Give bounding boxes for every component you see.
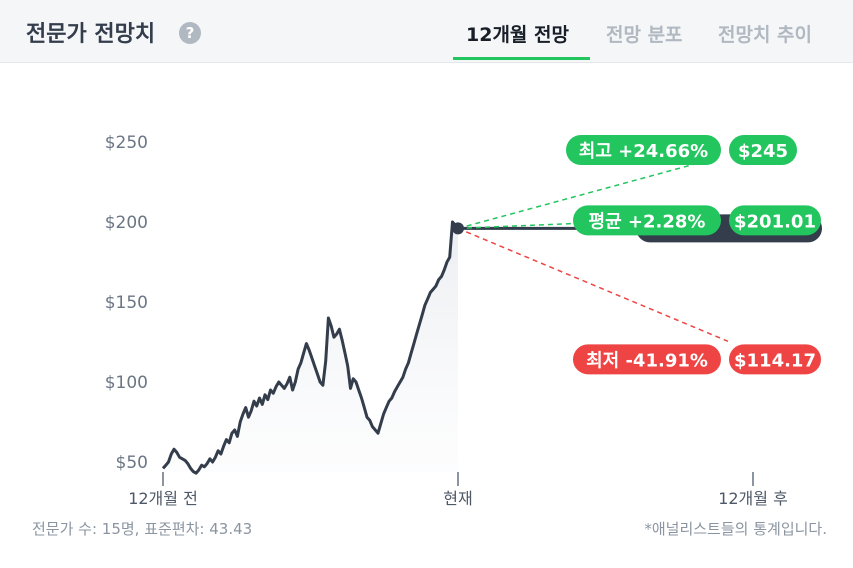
active-tab-indicator [453, 57, 590, 60]
high-target-label-pill [566, 135, 721, 165]
average-target-label-pill [573, 205, 721, 236]
low-target-label: 최저 -41.91% [586, 350, 708, 371]
tab-outlook-distribution[interactable]: 전망 분포 [606, 24, 683, 46]
high-target-label: 최고 +24.66% [579, 141, 708, 162]
history-line [161, 220, 460, 475]
average-target-value-pill [729, 205, 821, 236]
y-tick-label: $200 [105, 213, 148, 233]
current-price-dot [452, 222, 464, 235]
high-target-value-pill [729, 135, 797, 165]
history-area [163, 222, 458, 474]
y-tick-label: $50 [116, 453, 148, 473]
y-tick-label: $100 [105, 373, 148, 393]
average-target-value: $201.01 [734, 211, 816, 232]
header: 전문가 전망치 ? 12개월 전망 전망 분포 전망치 추이 [0, 0, 853, 63]
page-title: 전문가 전망치 [26, 22, 156, 47]
disclaimer-text: *애널리스트들의 통계입니다. [644, 520, 827, 538]
average-target-label: 평균 +2.28% [589, 211, 706, 232]
average-target-line [457, 219, 649, 230]
x-tick-label: 12개월 전 [128, 489, 198, 508]
high-target-line [457, 163, 696, 230]
high-target-value: $245 [738, 141, 788, 162]
low-target-value-pill [729, 344, 821, 375]
y-tick-label: $250 [105, 133, 148, 153]
low-target-value: $114.17 [734, 350, 816, 371]
tab-outlook-trend[interactable]: 전망치 추이 [718, 24, 813, 46]
x-tick-label: 현재 [443, 489, 472, 508]
x-tick-label: 12개월 후 [718, 489, 788, 508]
low-target-label-pill [573, 344, 721, 375]
low-target-line [457, 227, 729, 343]
y-tick-label: $150 [105, 293, 148, 313]
help-icon[interactable]: ? [179, 22, 201, 44]
analyst-count-text: 전문가 수: 15명, 표준편차: 43.43 [32, 520, 253, 538]
tab-12-month-outlook[interactable]: 12개월 전망 [466, 24, 569, 46]
